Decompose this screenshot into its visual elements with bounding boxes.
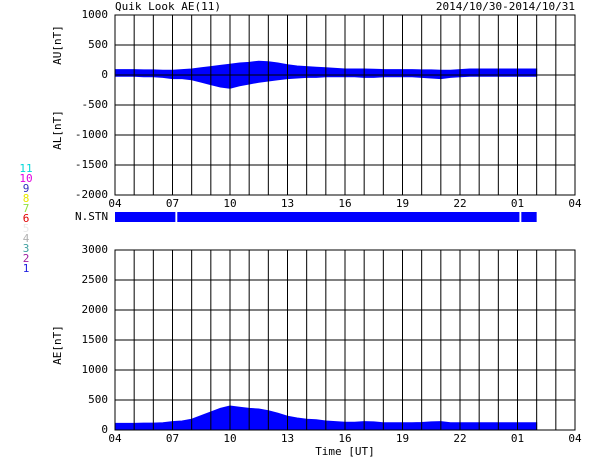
y-axis-label: AL[nT] — [51, 110, 64, 150]
station-bar — [177, 212, 520, 222]
station-label: 3 — [23, 242, 30, 255]
x-axis-label: Time [UT] — [315, 445, 375, 458]
date-range: 2014/10/30-2014/10/31 — [436, 0, 575, 13]
x-tick-label: 04 — [108, 432, 122, 445]
x-tick-label: 04 — [568, 432, 582, 445]
y-tick-label: 0 — [101, 423, 108, 436]
y-tick-label: -2000 — [75, 188, 108, 201]
station-label: 2 — [23, 252, 30, 265]
y-tick-label: -1500 — [75, 158, 108, 171]
y-tick-label: 1500 — [82, 333, 109, 346]
station-label: 7 — [23, 202, 30, 215]
station-label: 1 — [23, 262, 30, 275]
area-al — [114, 74, 538, 89]
chart-title: Quik Look AE(11) — [115, 0, 221, 13]
x-tick-label: 16 — [338, 432, 351, 445]
x-tick-label: 07 — [166, 197, 179, 210]
station-bar — [115, 212, 176, 222]
timeline-label: N.STN — [75, 210, 108, 223]
x-tick-label: 04 — [568, 197, 582, 210]
x-tick-label: 07 — [166, 432, 179, 445]
station-label: 9 — [23, 182, 30, 195]
station-label: 11 — [19, 162, 32, 175]
x-tick-label: 19 — [396, 197, 409, 210]
y-tick-label: 1000 — [82, 363, 109, 376]
y-tick-label: 1000 — [82, 8, 109, 21]
y-tick-label: 2500 — [82, 273, 109, 286]
y-tick-label: 2000 — [82, 303, 109, 316]
station-label: 8 — [23, 192, 30, 205]
station-bar — [521, 212, 537, 222]
x-tick-label: 10 — [223, 432, 236, 445]
x-tick-label: 04 — [108, 197, 122, 210]
x-tick-label: 10 — [223, 197, 236, 210]
y-tick-label: 0 — [101, 68, 108, 81]
y-axis-label: AU[nT] — [51, 25, 64, 65]
y-tick-label: 3000 — [82, 243, 109, 256]
station-label: 10 — [19, 172, 32, 185]
x-tick-label: 16 — [338, 197, 351, 210]
y-tick-label: -1000 — [75, 128, 108, 141]
y-axis-label: AE[nT] — [51, 325, 64, 365]
station-label: 6 — [23, 212, 30, 225]
plot-frame — [114, 249, 576, 431]
station-label: 5 — [23, 222, 30, 235]
plot-frame — [114, 14, 576, 196]
x-tick-label: 13 — [281, 197, 294, 210]
x-tick-label: 01 — [511, 432, 524, 445]
x-tick-label: 22 — [453, 432, 466, 445]
y-tick-label: -500 — [82, 98, 109, 111]
y-tick-label: 500 — [88, 38, 108, 51]
x-tick-label: 19 — [396, 432, 409, 445]
x-tick-label: 01 — [511, 197, 524, 210]
x-tick-label: 13 — [281, 432, 294, 445]
x-tick-label: 22 — [453, 197, 466, 210]
station-label: 4 — [23, 232, 30, 245]
y-tick-label: 500 — [88, 393, 108, 406]
area-ae — [114, 405, 538, 431]
